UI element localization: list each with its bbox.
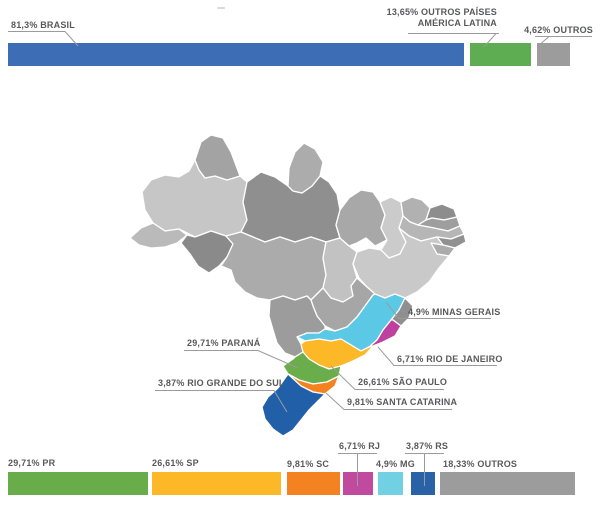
state-amapa: [287, 142, 324, 194]
bottom-bar-segment-rs: [411, 472, 435, 495]
map-label-minas-gerais: 4,9% MINAS GERAIS: [408, 307, 501, 317]
top-bar-segment-latam: [470, 43, 531, 66]
bottom-bar-pr-label: 29,71% PR: [8, 458, 56, 468]
top-stacked-bar: [0, 43, 600, 66]
bottom-bar-segment-pr: [8, 472, 148, 495]
bottom-bar-rj-label: 6,71% RJ: [339, 441, 381, 451]
state-maranhao: [335, 189, 388, 247]
top-bar-segment-outros: [537, 43, 570, 66]
top-bar-brasil-label: 81,3% BRASIL: [11, 20, 75, 30]
bottom-bar-outros-label: 18,33% OUTROS: [443, 459, 518, 469]
map-label-santa-catarina: 9,81% SANTA CATARINA: [347, 397, 458, 407]
top-bar-outros-label: 4,62% OUTROS: [524, 25, 593, 35]
bottom-bar-sp-label: 26,61% SP: [152, 458, 199, 468]
bottom-stacked-bar: [0, 472, 600, 495]
top-bar-latam-label-line2: AMÉRICA LATINA: [417, 18, 497, 28]
bottom-bar-rs-label: 3,87% RS: [406, 441, 449, 451]
top-bar-latam-label: 13,65% OUTROS PAÍSES AMÉRICA LATINA: [387, 7, 497, 29]
map-label-parana: 29,71% PARANÁ: [187, 338, 261, 348]
bottom-bar-segment-sp: [152, 472, 281, 495]
bottom-bar-sc-label: 9,81% SC: [287, 459, 330, 469]
state-rondonia: [180, 230, 234, 274]
bottom-bar-segment-rj: [343, 472, 373, 495]
bottom-bar-segment-sc: [287, 472, 340, 495]
bottom-bar-segment-mg: [378, 472, 403, 495]
map-label-rio-de-janeiro: 6,71% RIO DE JANEIRO: [397, 354, 503, 364]
state-rio-de-janeiro: [368, 319, 402, 348]
bottom-bar-segment-outros: [440, 472, 575, 495]
brazil-states-map: [129, 134, 467, 437]
state-roraima: [194, 134, 241, 181]
artifact-dash: [217, 7, 225, 9]
bottom-bar-mg-label: 4,9% MG: [376, 459, 415, 469]
map-label-sao-paulo: 26,61% SÃO PAULO: [358, 377, 448, 387]
map-label-rio-grande-do-sul: 3,87% RIO GRANDE DO SUL: [158, 378, 285, 388]
top-bar-latam-label-line1: 13,65% OUTROS PAÍSES: [386, 7, 497, 17]
top-bar-segment-brasil: [8, 43, 464, 66]
state-mato-grosso: [220, 231, 327, 301]
